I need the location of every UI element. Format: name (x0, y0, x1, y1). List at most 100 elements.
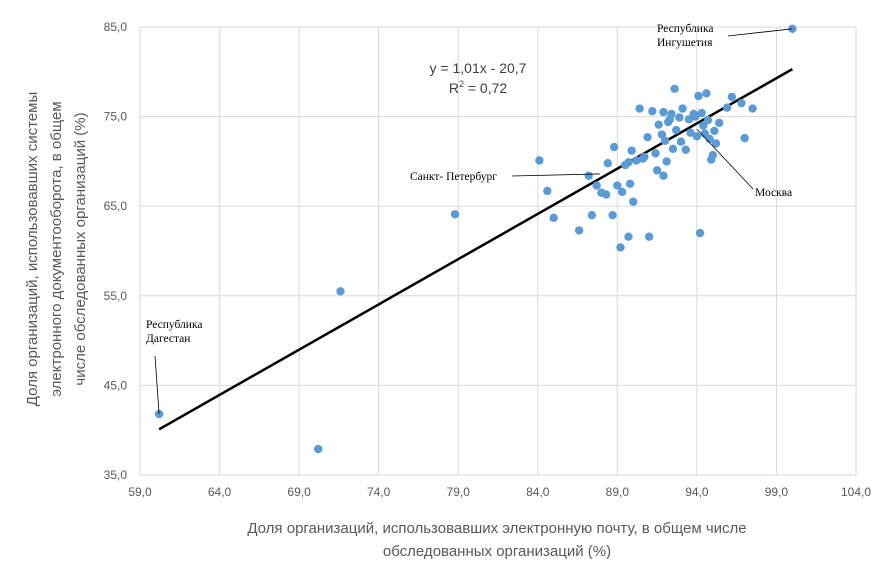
data-point (654, 120, 663, 129)
data-point (543, 186, 552, 196)
x-tick-label: 64,0 (208, 485, 232, 499)
y-tick-label: 85,0 (104, 20, 128, 34)
x-tick-label: 79,0 (447, 485, 471, 499)
annotation-leader (511, 173, 600, 177)
data-point (629, 197, 638, 206)
annotation-label: Москва (755, 187, 792, 199)
data-point (699, 121, 708, 130)
data-point (668, 144, 678, 154)
annotation-label: Республика (657, 23, 713, 35)
data-point (675, 113, 684, 122)
r-squared-text: R2 = 0,72 (449, 79, 508, 96)
data-point (336, 287, 345, 296)
data-point (638, 154, 647, 163)
y-axis-title-line: числе обследованных организаций (%) (72, 112, 89, 385)
data-point (587, 210, 597, 220)
grid-lines (139, 26, 857, 476)
x-tick-label: 84,0 (526, 485, 550, 499)
x-tick-label: 99,0 (765, 485, 789, 499)
x-tick-label: 89,0 (606, 485, 630, 499)
data-point (684, 115, 694, 124)
data-point (665, 115, 675, 124)
y-axis-title: Доля организаций, использовавших системы… (24, 92, 89, 406)
data-point (737, 98, 746, 108)
data-point (613, 181, 622, 190)
x-tick-label: 104,0 (841, 485, 871, 499)
data-point (691, 112, 700, 121)
equation-text: y = 1,01x - 20,7 (430, 60, 527, 76)
data-point (686, 128, 695, 137)
x-tick-label: 94,0 (685, 485, 709, 499)
data-point (627, 146, 636, 155)
data-point (643, 133, 652, 142)
data-points (154, 24, 797, 454)
data-point (603, 158, 612, 168)
data-point (659, 171, 668, 180)
data-point (632, 156, 641, 165)
data-point (652, 166, 662, 175)
data-point (660, 136, 670, 145)
data-point (657, 130, 667, 139)
data-point (616, 243, 625, 252)
data-point (702, 89, 711, 98)
data-point (535, 156, 544, 165)
x-axis-ticks: 59,0 64,0 69,0 74,0 79,0 84,0 89,0 94,0 99,0 104,… (128, 485, 871, 499)
x-axis-title-line: обследованных организаций (%) (383, 543, 611, 560)
annotation-label: Республика (146, 319, 202, 331)
data-point (670, 84, 679, 94)
x-tick-label: 74,0 (367, 485, 391, 499)
data-point (609, 142, 619, 152)
x-tick-label: 59,0 (128, 485, 152, 499)
data-point (681, 145, 690, 154)
data-point (592, 181, 601, 190)
data-point (644, 232, 654, 241)
data-point (608, 210, 617, 220)
data-point (450, 210, 460, 219)
annotation-leader (154, 355, 160, 415)
data-point (692, 132, 702, 141)
y-axis-title-line: Доля организаций, использовавших системы (24, 92, 41, 406)
data-point (694, 91, 703, 101)
data-point (624, 232, 633, 241)
trendline (158, 68, 793, 431)
annotation-leader (696, 128, 754, 190)
y-tick-label: 45,0 (104, 378, 128, 392)
data-point (549, 213, 558, 223)
data-point (714, 118, 724, 128)
data-point (708, 150, 717, 160)
x-axis-title-line: Доля организаций, использовавших электро… (247, 520, 746, 537)
data-point (788, 24, 797, 33)
data-point (659, 107, 668, 117)
data-point (648, 107, 657, 116)
data-point (705, 134, 714, 144)
y-tick-label: 75,0 (104, 110, 128, 124)
y-tick-label: 35,0 (104, 468, 128, 482)
data-point (697, 108, 706, 118)
trend-equation: y = 1,01x - 20,7 R2 = 0,72 (430, 60, 527, 96)
annotation-label: Ингушетия (657, 37, 713, 49)
data-point (711, 139, 721, 148)
y-axis-ticks: 35,0 45,0 55,0 65,0 75,0 85,0 (104, 20, 128, 482)
data-point (710, 126, 719, 136)
y-tick-label: 65,0 (104, 199, 128, 213)
data-point (748, 104, 757, 113)
x-tick-label: 69,0 (287, 485, 311, 499)
data-point (635, 104, 644, 113)
y-axis-title-line: электронного документооборота, в общем (48, 101, 65, 396)
data-point (625, 179, 635, 188)
data-point (314, 444, 323, 454)
annotations: Республика Ингушетия Санкт- Петербург Москв… (146, 23, 793, 415)
annotation-leader (727, 28, 793, 37)
data-point (672, 125, 681, 135)
data-point (740, 133, 749, 143)
data-point (574, 226, 584, 235)
data-point (624, 158, 633, 167)
data-point (662, 157, 671, 166)
data-point (651, 149, 660, 158)
annotation-label: Дагестан (146, 333, 190, 345)
y-tick-label: 55,0 (104, 289, 128, 303)
data-point (617, 187, 627, 197)
annotation-label: Санкт- Петербург (410, 171, 497, 183)
data-point (695, 228, 705, 238)
